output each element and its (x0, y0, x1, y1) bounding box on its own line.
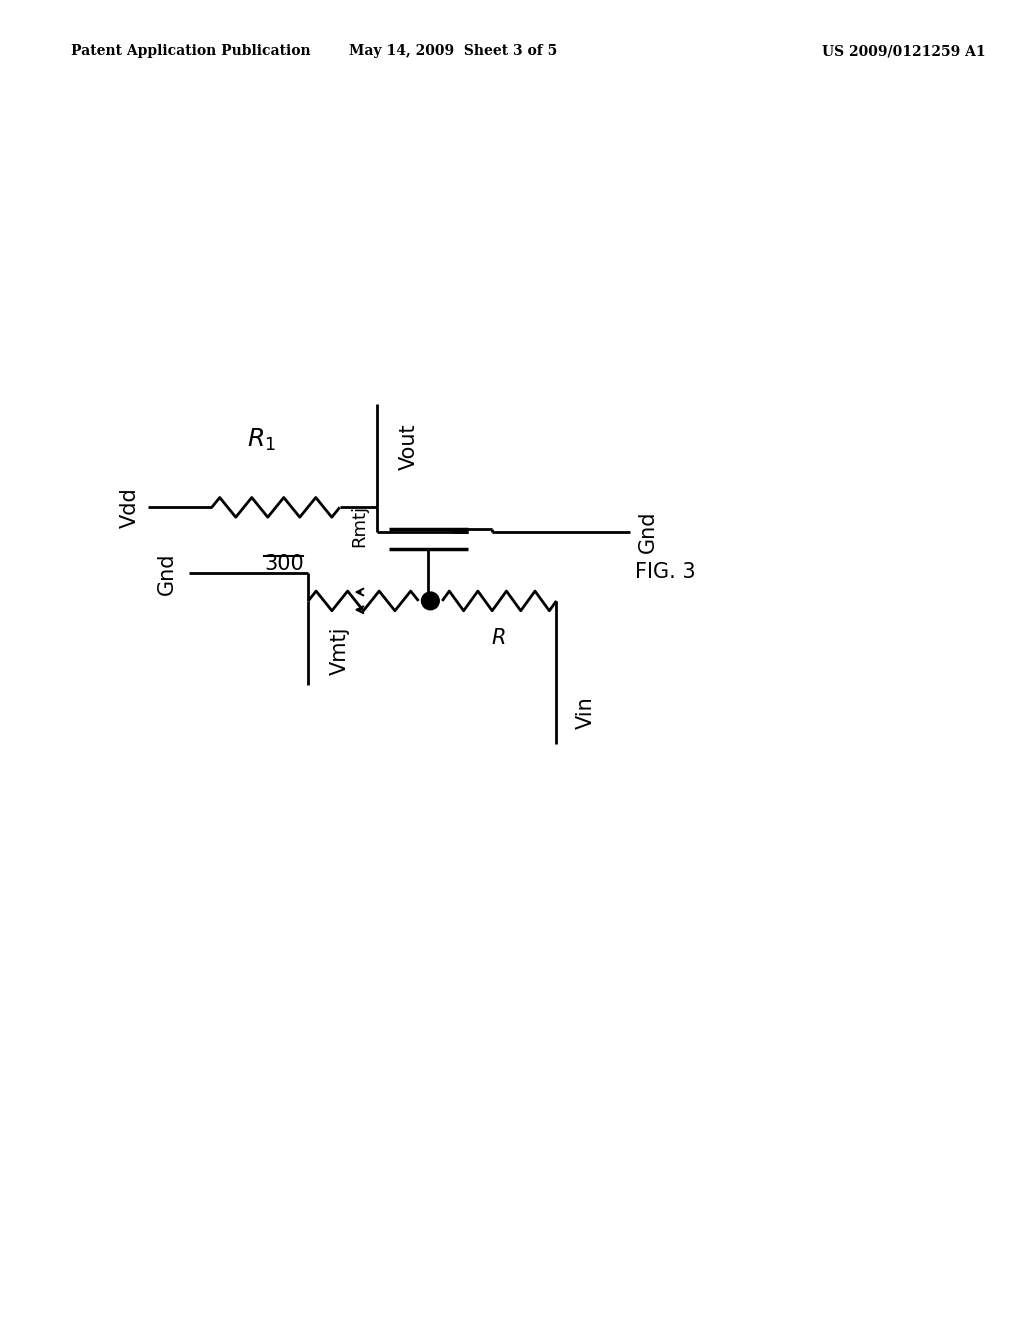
Text: FIG. 3: FIG. 3 (635, 561, 696, 582)
Text: Vin: Vin (577, 696, 596, 729)
Text: $R_1$: $R_1$ (247, 426, 275, 453)
Text: Vout: Vout (399, 424, 419, 470)
Text: Vdd: Vdd (120, 487, 140, 528)
Text: 300: 300 (264, 553, 304, 574)
Circle shape (422, 593, 439, 610)
Text: R: R (492, 628, 506, 648)
Text: Rmtj: Rmtj (350, 504, 369, 546)
Text: Patent Application Publication: Patent Application Publication (71, 45, 310, 58)
Text: May 14, 2009  Sheet 3 of 5: May 14, 2009 Sheet 3 of 5 (349, 45, 557, 58)
Text: Gnd: Gnd (157, 552, 176, 594)
Text: Vmtj: Vmtj (330, 626, 350, 675)
Text: US 2009/0121259 A1: US 2009/0121259 A1 (822, 45, 986, 58)
Text: Gnd: Gnd (638, 511, 658, 553)
